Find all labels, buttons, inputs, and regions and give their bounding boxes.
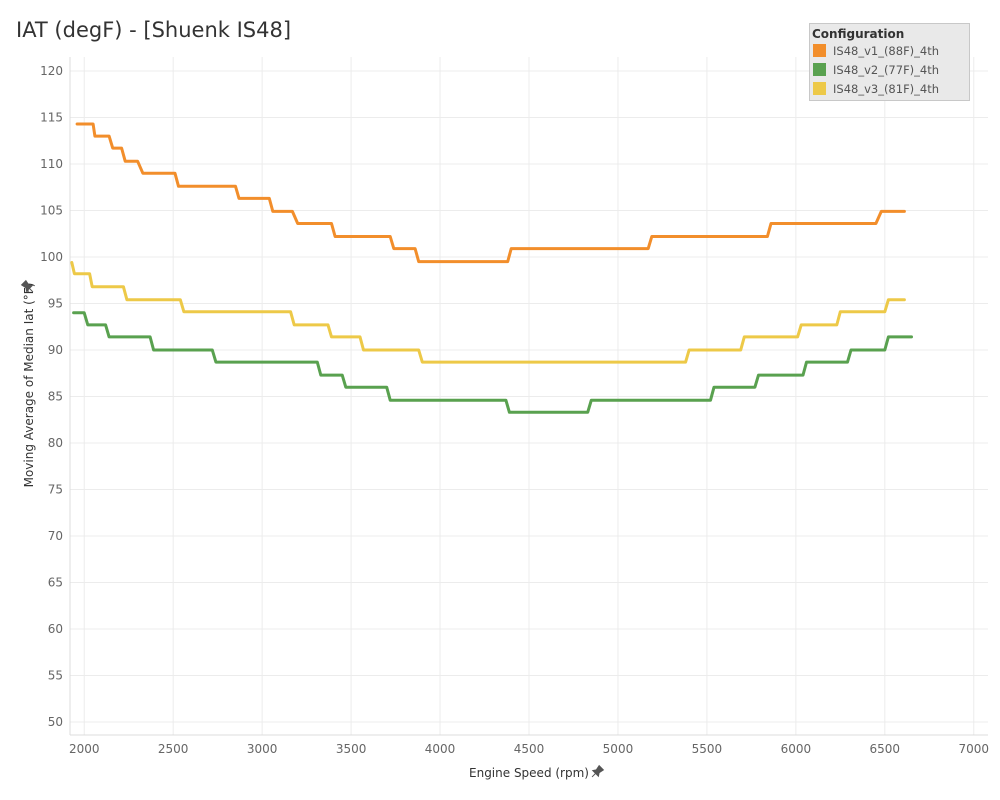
x-tick-label: 5500 [692,742,723,756]
y-tick-label: 65 [48,575,63,589]
grid [70,57,988,735]
y-axis-pin-icon[interactable] [20,279,36,295]
x-tick-label: 3000 [247,742,278,756]
x-axis-label: Engine Speed (rpm) [469,766,589,780]
legend: Configuration IS48_v1_(88F)_4th IS48_v2_… [809,23,970,101]
x-tick-label: 3500 [336,742,367,756]
y-tick-label: 70 [48,529,63,543]
legend-title: Configuration [812,27,905,41]
x-tick-label: 2500 [158,742,189,756]
legend-swatch [813,44,826,57]
x-tick-label: 7000 [958,742,989,756]
y-tick-label: 95 [48,296,63,310]
chart-title: IAT (degF) - [Shuenk IS48] [16,18,292,42]
series-line-v2[interactable] [72,311,913,414]
x-tick-label: 6000 [781,742,812,756]
x-axis-pin-icon[interactable] [589,764,605,780]
y-tick-label: 80 [48,436,63,450]
y-tick-label: 75 [48,482,63,496]
series-line-v1[interactable] [75,122,906,264]
axis-labels: Engine Speed (rpm) Moving Average of Med… [20,279,605,780]
axes: 50 55 60 65 70 75 80 85 90 95 100 105 110 115 120 2000 2… [40,57,989,756]
y-tick-label: 100 [40,250,63,264]
x-tick-label: 5000 [603,742,634,756]
legend-item-v1[interactable]: IS48_v1_(88F)_4th [813,41,969,60]
legend-label: IS48_v2_(77F)_4th [833,62,940,77]
y-tick-label: 50 [48,715,63,729]
y-axis-label: Moving Average of Median Iat (°F) [22,283,36,488]
legend-item-v3[interactable]: IS48_v3_(81F)_4th [813,79,969,98]
series-lines[interactable] [70,122,913,414]
y-tick-label: 55 [48,668,63,682]
legend-item-v2[interactable]: IS48_v2_(77F)_4th [813,60,969,79]
y-tick-label: 115 [40,110,63,124]
y-tick-label: 60 [48,622,63,636]
y-tick-label: 110 [40,157,63,171]
series-line-v3[interactable] [70,261,906,364]
x-tick-label: 2000 [69,742,100,756]
legend-swatch [813,63,826,76]
y-tick-label: 85 [48,389,63,403]
y-tick-label: 105 [40,203,63,217]
y-tick-label: 90 [48,343,63,357]
legend-label: IS48_v1_(88F)_4th [833,43,940,58]
x-tick-label: 4000 [425,742,456,756]
legend-swatch [813,82,826,95]
x-tick-label: 6500 [870,742,901,756]
y-tick-label: 120 [40,64,63,78]
legend-label: IS48_v3_(81F)_4th [833,81,940,96]
x-tick-label: 4500 [514,742,545,756]
